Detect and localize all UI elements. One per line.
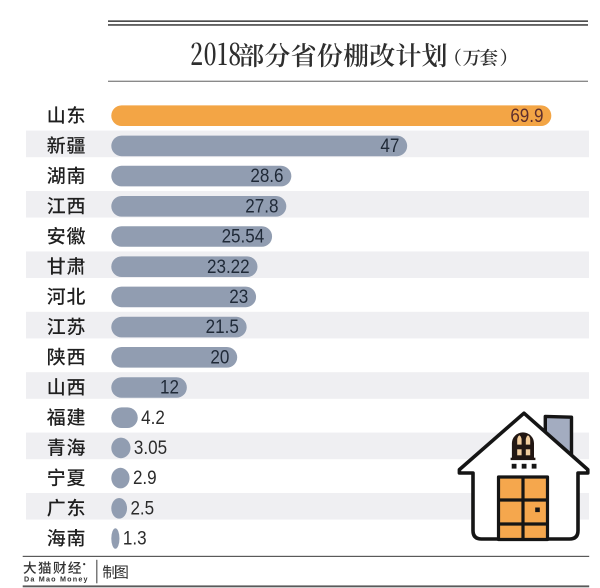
svg-text:12: 12 (160, 377, 179, 399)
svg-text:28.6: 28.6 (250, 165, 283, 187)
svg-text:1.3: 1.3 (123, 528, 147, 550)
svg-text:27.8: 27.8 (245, 195, 278, 217)
svg-text:4.2: 4.2 (141, 407, 165, 429)
svg-text:Da Mao Money: Da Mao Money (24, 574, 89, 583)
svg-text:47: 47 (380, 135, 399, 157)
svg-text:3.05: 3.05 (134, 437, 167, 459)
svg-text:2.5: 2.5 (130, 497, 154, 519)
svg-text:21.5: 21.5 (206, 316, 239, 338)
svg-text:23.22: 23.22 (207, 256, 250, 278)
svg-text:69.9: 69.9 (510, 105, 543, 127)
svg-text:25.54: 25.54 (222, 226, 265, 248)
svg-text:2.9: 2.9 (133, 467, 157, 489)
svg-text:23: 23 (229, 286, 248, 308)
svg-text:20: 20 (210, 346, 229, 368)
